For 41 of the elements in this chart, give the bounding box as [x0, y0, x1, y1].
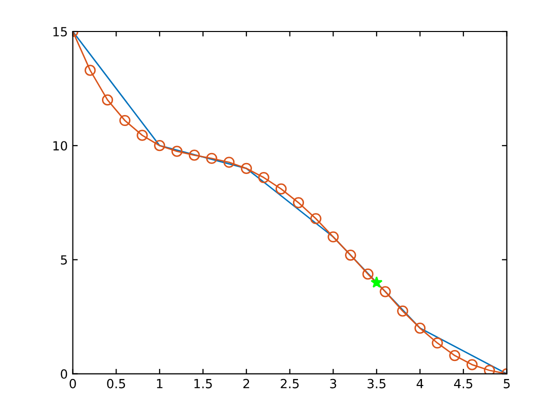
x-tick-label: 1.5	[194, 379, 212, 388]
point	[258, 172, 270, 184]
point	[223, 156, 235, 168]
point	[414, 322, 426, 334]
point	[362, 268, 374, 280]
point	[466, 359, 478, 370]
point	[206, 152, 218, 164]
point	[397, 305, 408, 317]
x-tick-label: 4	[416, 379, 424, 388]
point	[240, 162, 252, 174]
point	[345, 250, 356, 261]
x-tick-label: 0	[70, 378, 76, 388]
point	[370, 276, 383, 288]
y-tick-label: 10	[53, 141, 68, 151]
point	[276, 183, 287, 195]
point	[136, 130, 148, 141]
point	[310, 213, 322, 224]
point	[328, 231, 339, 242]
point	[484, 364, 495, 374]
point	[171, 146, 183, 157]
x-tick-label: 2.5	[280, 378, 299, 388]
x-tick-label: 1	[156, 379, 162, 388]
x-tick-label: 2	[243, 378, 250, 388]
point	[102, 94, 114, 106]
x-tick-label: 5	[504, 379, 510, 388]
y-tick-label: 0	[60, 369, 68, 379]
point	[292, 197, 304, 208]
point	[84, 64, 96, 76]
point	[119, 114, 130, 126]
point	[432, 337, 443, 349]
point	[380, 286, 391, 298]
y-tick-label: 5	[60, 255, 67, 265]
point	[449, 350, 460, 362]
x-tick-label: 4.5	[454, 379, 472, 388]
point	[154, 140, 166, 152]
x-tick-label: 3	[330, 378, 336, 388]
line-series	[72, 32, 507, 374]
y-tick-label: 15	[53, 27, 67, 36]
x-tick-label: 3.5	[368, 378, 386, 388]
x-tick-label: 0.5	[107, 378, 126, 388]
point	[188, 150, 200, 161]
